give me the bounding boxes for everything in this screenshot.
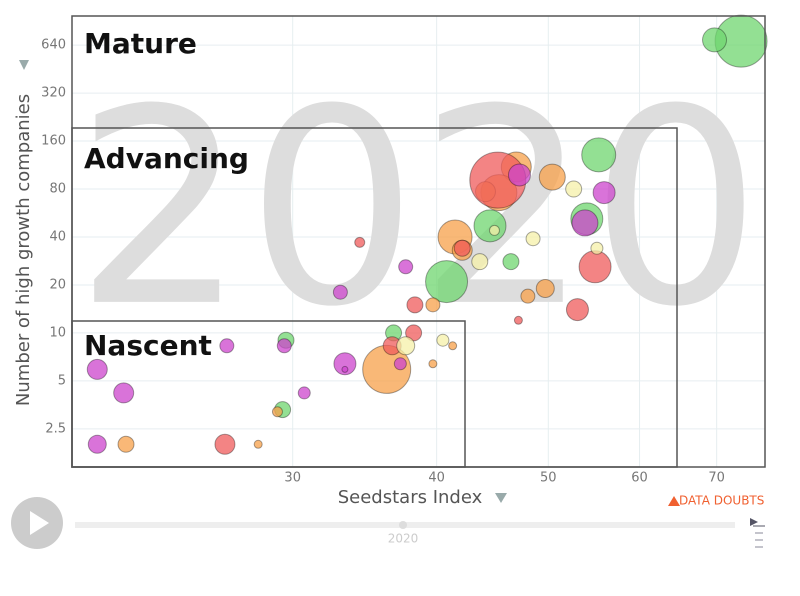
x-tick-label: 30 [284,471,301,486]
x-tick-label: 40 [428,471,445,486]
timeline-label: 2020 [388,532,419,546]
y-tick-label: 80 [49,182,66,197]
region-label: Mature [84,27,197,60]
bubble [525,231,541,247]
bubble [590,241,604,255]
bubble [453,239,471,257]
y-tick-label: 10 [49,325,66,340]
bubble [428,359,438,369]
bubble [502,253,520,271]
bubble [592,181,616,205]
bubble [565,298,589,322]
bubble [86,358,108,380]
y-tick-label: 20 [49,277,66,292]
bubble [341,365,349,373]
bubble [473,209,507,243]
bubble [332,284,348,300]
bubble [87,434,107,454]
bubble [393,357,407,371]
bubble [436,333,450,347]
data-doubts-link[interactable]: DATA DOUBTS [679,494,764,508]
bubble [297,386,311,400]
y-axis-menu-icon[interactable] [19,60,29,70]
bubble [538,163,566,191]
bubble [578,250,612,284]
bubble [396,336,416,356]
speed-control[interactable] [750,518,765,548]
y-tick-label: 160 [41,134,66,149]
bubble [333,352,357,376]
region-nascent [71,320,466,468]
region-label: Advancing [84,142,249,175]
x-axis-title[interactable]: Seedstars Index [338,487,483,508]
bubble [581,137,617,173]
y-tick-label: 320 [41,86,66,101]
bubble [565,180,583,198]
bubble [471,253,489,271]
bubble [117,435,135,453]
bubble [571,209,599,237]
x-axis-menu-icon[interactable] [495,493,507,503]
bubble [425,297,441,313]
bubble [488,224,500,236]
bubble [702,27,728,53]
bubble [398,259,414,275]
play-icon [30,511,49,535]
bubble [535,278,555,298]
x-tick-label: 50 [540,471,557,486]
bubble [448,341,458,351]
bubble [214,433,236,455]
x-tick-label: 70 [708,471,725,486]
bubble [271,406,283,418]
bubble [354,236,366,248]
bubble [405,324,423,342]
bubble [425,260,469,304]
bubble [219,338,235,354]
y-tick-label: 2.5 [45,421,66,436]
y-tick-label: 5 [58,373,66,388]
bubble [276,338,292,354]
bubble [520,288,536,304]
region-label: Nascent [84,329,212,362]
y-axis-title[interactable]: Number of high growth companies [13,94,34,406]
grid [72,16,765,467]
bubble [406,296,424,314]
x-tick-label: 60 [631,471,648,486]
warning-icon[interactable] [668,496,680,506]
bubble [113,382,135,404]
bubble [513,315,523,325]
bubble [253,439,263,449]
bubble [507,163,531,187]
year-watermark: 2020 [74,51,761,366]
y-tick-label: 640 [41,38,66,53]
y-tick-label: 40 [49,229,66,244]
timeline-handle[interactable] [399,521,407,529]
bubbles [86,14,768,455]
